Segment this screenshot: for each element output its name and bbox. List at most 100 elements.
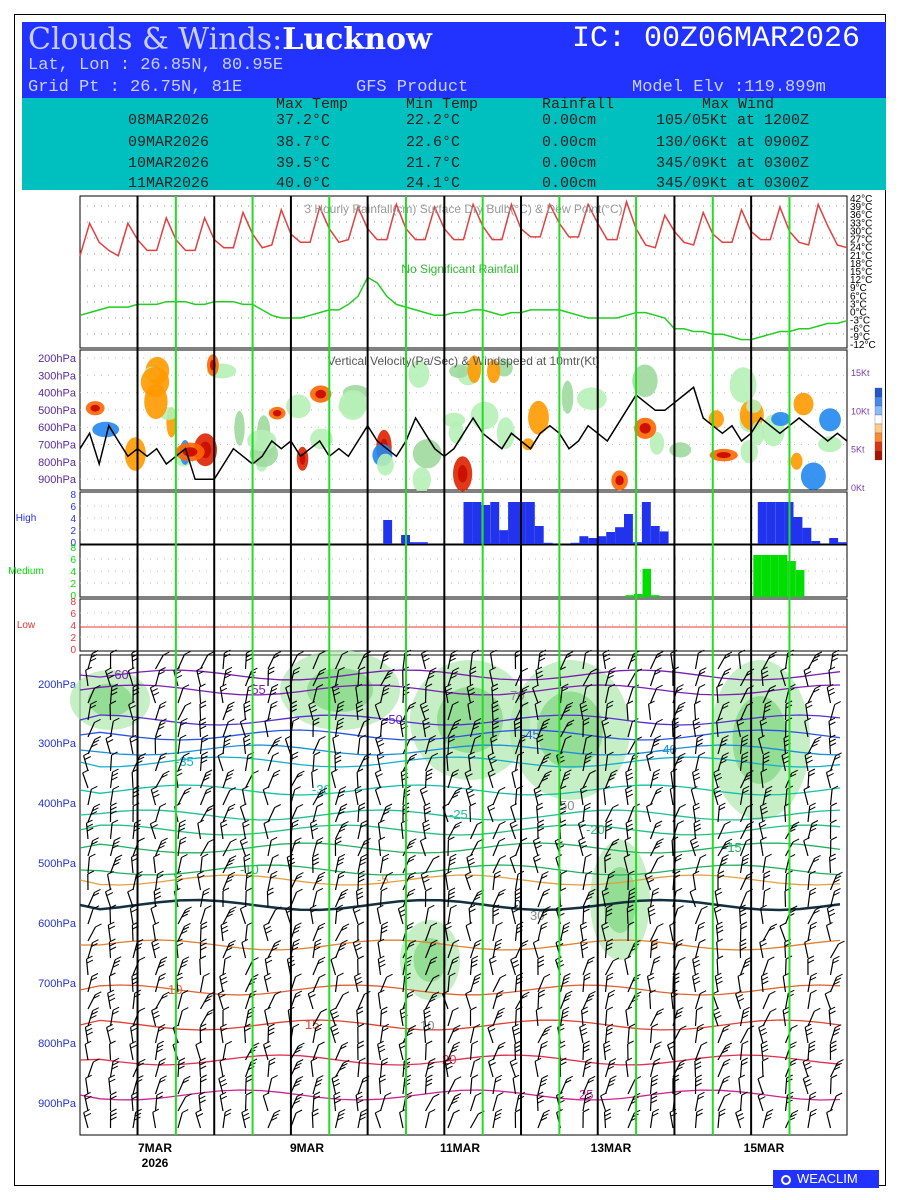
wind-barb [735, 1109, 745, 1129]
wind-barb [649, 684, 663, 704]
wind-barb [85, 666, 92, 687]
isotherm-label: -60 [110, 667, 129, 682]
row-wind: 105/05Kt at 1200Z [656, 112, 810, 129]
wind-barb [646, 752, 654, 772]
wind-barb [807, 989, 817, 1010]
wind-barb [737, 972, 745, 993]
wind-barb [87, 905, 100, 925]
wind-barb [824, 990, 832, 1010]
product-label: GFS Product [356, 78, 469, 97]
wind-barb [267, 1074, 278, 1095]
wind-barb [109, 785, 120, 806]
row-date: 08MAR2026 [128, 112, 210, 129]
wind-barb [312, 1041, 325, 1061]
cloud-bar [753, 555, 762, 597]
col-header-rain: Rainfall [542, 96, 615, 113]
wind-barb [107, 989, 116, 1010]
temp-tick-label: 27°C [850, 235, 872, 246]
wind-barb [559, 990, 573, 1010]
wind-barb [601, 717, 610, 738]
wind-barb [87, 803, 101, 823]
wind-barb [469, 973, 482, 993]
wind-barb [739, 1091, 748, 1112]
cloud-tick-label: 6 [70, 555, 76, 566]
wind-barb [199, 700, 207, 721]
wind-barb [377, 989, 385, 1010]
wind-barb [199, 1057, 207, 1078]
wind-barb [244, 1091, 253, 1112]
wind-barb [762, 923, 778, 942]
wind-barb [222, 939, 236, 959]
wind-barb [151, 938, 160, 959]
wind-barb [84, 1023, 93, 1044]
wind-barb [379, 1092, 392, 1112]
wind-barb [357, 1108, 368, 1129]
wind-barb [357, 955, 364, 976]
wind-barb [536, 1091, 544, 1112]
wind-barb [219, 1091, 228, 1112]
wind-barb [218, 1075, 228, 1095]
wind-barb [762, 1008, 777, 1027]
velocity-cell [561, 380, 574, 414]
wind-barb [357, 666, 366, 687]
wind-barb [625, 1006, 633, 1027]
wind-barb [424, 974, 440, 993]
wind-barb [537, 955, 545, 976]
wind-barb [600, 1092, 607, 1112]
cloud-bar [481, 505, 491, 544]
wind-barb [625, 768, 634, 789]
wind-barb [623, 854, 631, 874]
wind-barb [604, 804, 619, 823]
wind-barb [537, 718, 550, 738]
wind-barb [312, 887, 324, 908]
wind-barb [537, 770, 552, 789]
wind-barb [447, 956, 460, 976]
wind-barb [692, 955, 701, 976]
wind-barb [760, 768, 768, 789]
wind-barb [580, 785, 588, 806]
cloud-tick-label: 8 [70, 597, 76, 608]
wind-barb [626, 700, 634, 721]
wind-barb [263, 1041, 271, 1061]
temp-tick-label: 39°C [850, 202, 872, 213]
wind-barb [154, 752, 167, 772]
wind-barb [604, 683, 616, 704]
wind-barb [267, 804, 281, 823]
wind-barb [357, 1023, 365, 1044]
cloud-tick-label: 4 [70, 514, 76, 525]
wind-barb [492, 820, 506, 840]
wind-barb [468, 904, 476, 925]
wind-barb [424, 667, 437, 687]
wind-barb [578, 837, 588, 857]
cloud-bar [606, 532, 616, 544]
wind-barb [311, 1108, 319, 1129]
isotherm-label: -20 [586, 822, 605, 837]
wind-barb [379, 871, 394, 891]
date-axis-label: 13MAR [591, 1141, 632, 1155]
wind-barb [85, 955, 94, 976]
wind-barb [309, 904, 318, 925]
temp-tick-label: 15°C [850, 267, 872, 278]
wind-barb [582, 1057, 593, 1078]
wind-barb [649, 667, 662, 687]
wind-barb [714, 972, 723, 993]
wind-barb [829, 888, 841, 908]
wind-barb [829, 940, 845, 959]
wind-barb [559, 870, 568, 891]
wind-barb [357, 870, 365, 891]
wind-barb [198, 1091, 206, 1112]
color-legend-swatch [874, 414, 883, 425]
wind-barb [828, 1006, 836, 1027]
wind-barb [582, 751, 593, 772]
wind-barb [374, 701, 382, 721]
wind-barb [106, 1024, 114, 1044]
wind-barb [379, 683, 391, 704]
wind-barb [469, 666, 477, 687]
wind-barb [739, 904, 747, 925]
wind-barb [109, 1057, 120, 1078]
wind-barb [241, 1108, 250, 1129]
wind-barb [579, 700, 588, 721]
wind-barb [762, 700, 772, 721]
wind-barb [357, 921, 365, 942]
wind-barb [762, 990, 776, 1010]
